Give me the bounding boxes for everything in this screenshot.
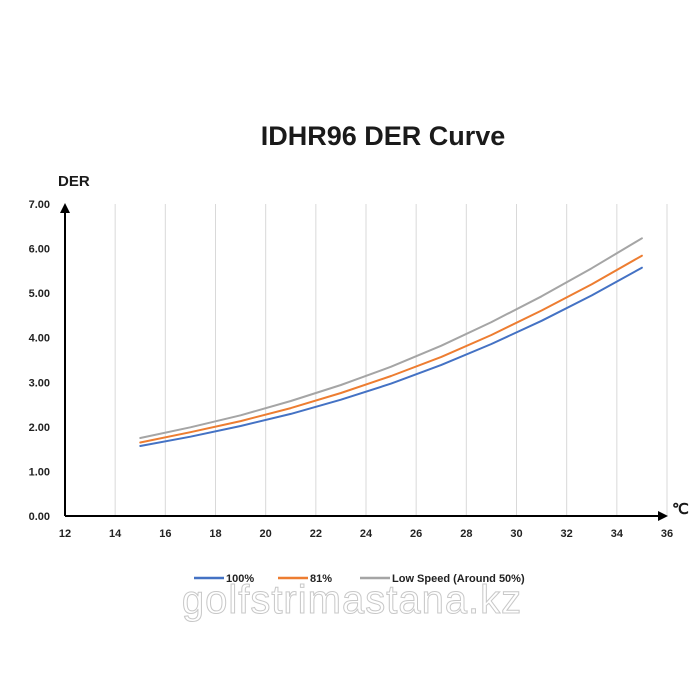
x-tick-label: 22: [310, 528, 322, 540]
tick-labels: 12 14 16 18 20 22 24 26 28 30 32 34 36 0.00 1.00 2.00 3.…: [29, 199, 674, 540]
gridlines: [114, 204, 668, 516]
x-tick-label: 20: [260, 528, 272, 540]
legend-label: 81%: [310, 573, 332, 585]
x-tick-label: 24: [360, 528, 373, 540]
legend: 100% 81% Low Speed (Around 50%): [194, 573, 525, 585]
y-tick-label: 3.00: [29, 377, 50, 389]
y-tick-label: 5.00: [29, 288, 50, 300]
x-tick-label: 14: [109, 528, 122, 540]
y-tick-label: 2.00: [29, 422, 50, 434]
y-tick-label: 6.00: [29, 244, 50, 256]
series-lines: [139, 237, 643, 447]
x-tick-label: 16: [159, 528, 171, 540]
y-tick-label: 4.00: [29, 333, 50, 345]
legend-label: Low Speed (Around 50%): [392, 573, 525, 585]
x-tick-label: 12: [59, 528, 71, 540]
y-tick-label: 7.00: [29, 199, 50, 211]
series-line: [139, 254, 643, 444]
x-tick-label: 34: [611, 528, 624, 540]
y-axis-arrow-icon: [60, 203, 70, 213]
x-tick-label: 32: [561, 528, 573, 540]
x-axis-title: ℃: [672, 501, 689, 518]
chart-title: IDHR96 DER Curve: [261, 121, 506, 151]
series-line: [139, 266, 643, 447]
y-axis-title: DER: [58, 173, 90, 190]
x-tick-label: 36: [661, 528, 673, 540]
x-tick-label: 26: [410, 528, 422, 540]
x-tick-label: 18: [209, 528, 221, 540]
series-line: [139, 237, 643, 439]
y-tick-label: 0.00: [29, 511, 50, 523]
watermark: golfstrimastana.kz: [182, 578, 522, 622]
y-tick-label: 1.00: [29, 466, 50, 478]
x-tick-label: 28: [460, 528, 472, 540]
legend-label: 100%: [226, 573, 254, 585]
axes: [60, 203, 668, 521]
x-tick-label: 30: [510, 528, 522, 540]
x-axis-arrow-icon: [658, 511, 668, 521]
